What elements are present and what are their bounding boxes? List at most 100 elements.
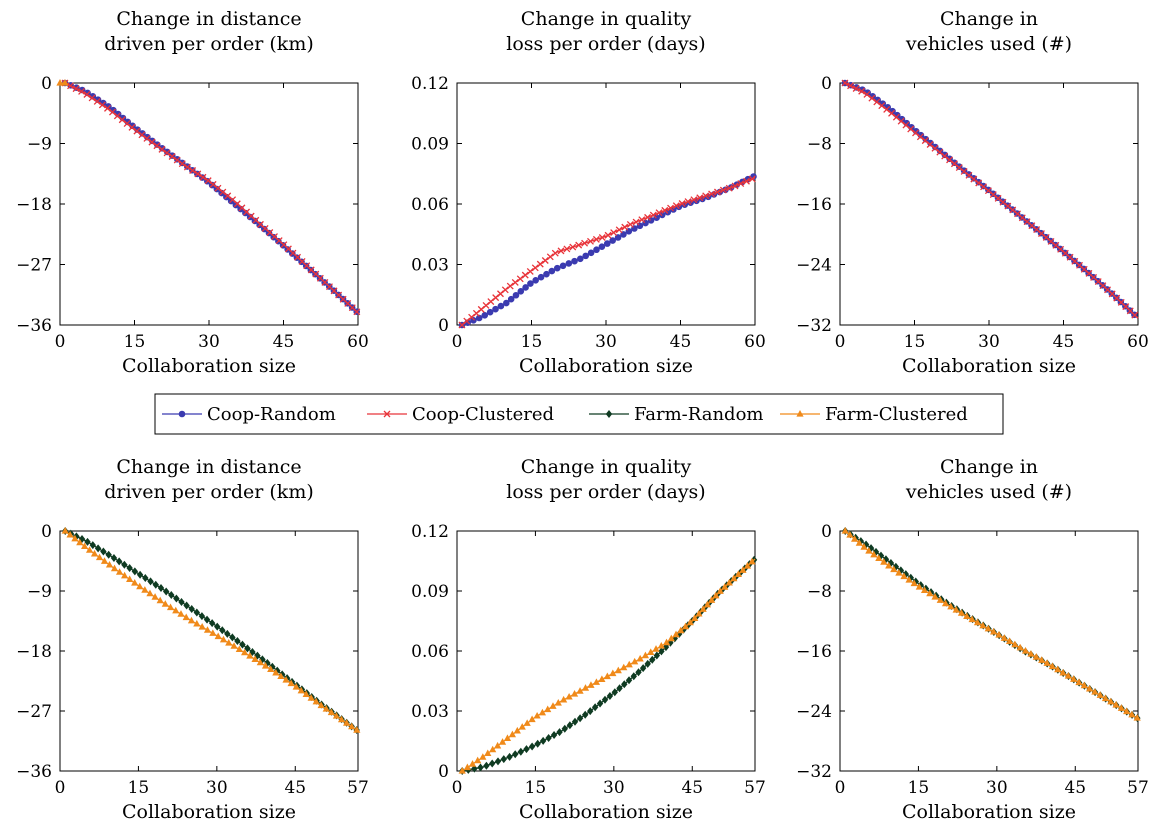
x-tick-label: 30 xyxy=(603,778,625,798)
data-point xyxy=(587,237,594,245)
plot-frame xyxy=(456,530,756,772)
data-point xyxy=(975,179,983,187)
data-point xyxy=(312,697,320,705)
plot-frame xyxy=(59,530,359,772)
data-point xyxy=(121,560,128,569)
data-point xyxy=(76,538,84,546)
data-point xyxy=(1096,691,1104,698)
data-point xyxy=(546,253,554,261)
data-point xyxy=(61,79,69,86)
data-point xyxy=(719,186,727,194)
data-point xyxy=(152,580,159,589)
data-point xyxy=(110,564,119,572)
data-point xyxy=(895,569,903,576)
y-tick-label: −9 xyxy=(27,135,52,155)
y-tick-label: −36 xyxy=(16,762,52,782)
data-point xyxy=(950,160,958,168)
data-point xyxy=(965,171,973,179)
data-point xyxy=(241,648,249,656)
data-point xyxy=(647,648,655,656)
data-point xyxy=(1038,656,1046,663)
x-tick-label: 57 xyxy=(347,778,369,798)
data-point xyxy=(203,626,212,633)
data-point xyxy=(712,591,720,599)
data-point xyxy=(507,295,515,303)
data-point xyxy=(497,302,505,310)
data-point xyxy=(649,211,657,219)
data-point xyxy=(703,600,712,608)
series-line xyxy=(64,530,359,732)
data-point xyxy=(83,91,91,98)
data-point xyxy=(126,564,133,573)
data-point xyxy=(957,609,966,616)
y-tick-label: 0.03 xyxy=(411,256,449,276)
data-point xyxy=(163,149,171,157)
data-point xyxy=(199,173,207,181)
data-point xyxy=(872,547,880,556)
data-point xyxy=(1054,665,1062,673)
data-point xyxy=(699,605,707,612)
data-point xyxy=(229,633,236,642)
plot-frame xyxy=(839,82,1139,326)
data-point xyxy=(657,641,665,649)
data-point xyxy=(841,79,849,87)
data-point xyxy=(156,596,164,604)
data-point xyxy=(880,558,888,565)
data-point xyxy=(858,87,866,95)
data-point xyxy=(868,94,876,102)
data-point xyxy=(1085,684,1094,692)
data-point xyxy=(522,284,529,291)
data-point xyxy=(1005,637,1014,645)
data-point xyxy=(960,167,968,175)
legend: Coop-Random Coop-Clustered Farm-Random Farm… xyxy=(154,393,1004,435)
data-point xyxy=(575,241,583,249)
data-point xyxy=(890,565,898,573)
data-point xyxy=(189,167,197,174)
data-point xyxy=(603,672,611,680)
data-point xyxy=(989,191,997,198)
data-point xyxy=(696,194,704,202)
chart-title-line: Change in quality xyxy=(521,456,692,478)
data-point xyxy=(968,615,976,623)
data-point xyxy=(549,702,557,709)
data-point xyxy=(219,188,227,196)
data-point xyxy=(550,731,558,740)
data-point xyxy=(593,246,600,254)
data-point xyxy=(292,683,300,690)
data-point xyxy=(98,101,106,109)
x-axis-label: Collaboration size xyxy=(122,801,296,823)
data-point xyxy=(632,218,640,226)
legend-label: Coop-Clustered xyxy=(412,404,554,425)
data-point xyxy=(931,592,939,600)
data-point xyxy=(581,684,590,691)
data-point xyxy=(523,745,530,754)
data-point xyxy=(141,586,149,593)
data-point xyxy=(539,736,547,745)
data-point xyxy=(503,299,510,307)
data-point xyxy=(251,655,259,662)
data-point xyxy=(483,761,490,770)
x-tick-label: 45 xyxy=(1064,778,1086,798)
series-coop-random xyxy=(61,79,361,316)
x-tick-label: 57 xyxy=(1127,778,1149,798)
data-point xyxy=(963,612,971,619)
data-point xyxy=(214,622,221,631)
data-point xyxy=(178,160,186,168)
data-point xyxy=(653,651,661,660)
x-tick-label: 45 xyxy=(273,332,295,352)
data-point xyxy=(863,90,871,98)
data-point xyxy=(138,131,146,139)
x-tick-label: 15 xyxy=(525,778,547,798)
data-point xyxy=(846,531,854,538)
data-point xyxy=(322,705,330,712)
y-tick-label: −32 xyxy=(796,316,832,336)
series-coop-clustered xyxy=(61,79,361,316)
data-point xyxy=(173,594,180,603)
data-point xyxy=(557,247,565,255)
data-point xyxy=(536,260,544,268)
data-point xyxy=(610,229,618,237)
data-point xyxy=(581,239,589,247)
series-line xyxy=(64,82,359,314)
data-point xyxy=(716,587,724,594)
